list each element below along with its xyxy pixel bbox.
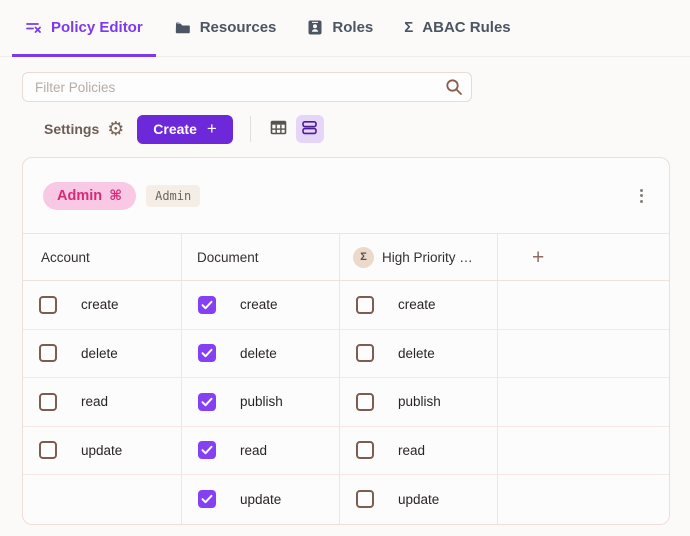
checkbox-checked[interactable] bbox=[198, 441, 216, 460]
permission-cell: read bbox=[23, 378, 182, 426]
empty-cell bbox=[498, 378, 669, 426]
checkbox-checked[interactable] bbox=[198, 490, 216, 509]
column-header-document: Document bbox=[182, 234, 340, 280]
table-header-row: Account Document Σ High Priority … + bbox=[23, 234, 669, 281]
permission-cell: delete bbox=[23, 329, 182, 377]
permission-label: read bbox=[81, 394, 109, 410]
create-button[interactable]: Create + bbox=[137, 114, 233, 144]
tab-abac-rules[interactable]: Σ ABAC Rules bbox=[391, 0, 523, 57]
permission-label: publish bbox=[398, 394, 441, 410]
permission-cell: create bbox=[182, 281, 340, 329]
permission-label: read bbox=[240, 442, 268, 458]
permission-cell: publish bbox=[182, 378, 340, 426]
checkbox-unchecked[interactable] bbox=[356, 392, 374, 411]
table-row: create create create bbox=[23, 281, 669, 330]
table-row: update read read bbox=[23, 426, 669, 475]
tab-roles[interactable]: Roles bbox=[294, 0, 386, 57]
sigma-icon: Σ bbox=[404, 18, 414, 36]
checkbox-unchecked[interactable] bbox=[39, 295, 57, 314]
permission-cell: update bbox=[23, 426, 182, 474]
add-column-button[interactable]: + bbox=[532, 245, 545, 269]
folder-icon bbox=[174, 19, 191, 36]
role-pill[interactable]: Admin ⌘ bbox=[43, 181, 137, 210]
settings-label: Settings bbox=[44, 121, 100, 137]
empty-cell bbox=[498, 475, 669, 524]
tab-label: Roles bbox=[332, 18, 374, 36]
empty-cell bbox=[23, 475, 182, 524]
tab-label: Resources bbox=[199, 18, 277, 36]
search-icon[interactable] bbox=[444, 77, 464, 97]
tab-policy-editor[interactable]: Policy Editor bbox=[12, 0, 156, 57]
column-header-add: + bbox=[498, 234, 669, 280]
gear-icon: ⚙ bbox=[107, 118, 125, 140]
command-icon: ⌘ bbox=[109, 187, 123, 203]
permission-cell: create bbox=[23, 281, 182, 329]
permission-label: create bbox=[398, 297, 436, 313]
table-row: delete delete delete bbox=[23, 329, 669, 378]
create-label: Create bbox=[153, 121, 197, 137]
empty-cell bbox=[498, 281, 669, 329]
tab-bar: Policy Editor Resources Roles Σ ABAC Rul… bbox=[0, 0, 690, 57]
filter-input-wrap bbox=[22, 72, 472, 102]
role-tag: Admin bbox=[146, 184, 201, 207]
permission-label: update bbox=[240, 491, 282, 507]
checkbox-unchecked[interactable] bbox=[356, 441, 374, 460]
permission-label: delete bbox=[81, 345, 118, 361]
permission-cell: delete bbox=[340, 329, 498, 377]
id-badge-icon bbox=[307, 19, 323, 36]
checkbox-unchecked[interactable] bbox=[39, 392, 57, 411]
permission-label: read bbox=[398, 442, 426, 458]
permission-label: delete bbox=[240, 345, 277, 361]
column-header-account: Account bbox=[23, 234, 182, 280]
checkbox-checked[interactable] bbox=[198, 344, 216, 363]
permission-cell: read bbox=[340, 426, 498, 474]
permission-label: publish bbox=[240, 394, 283, 410]
checkbox-unchecked[interactable] bbox=[356, 295, 374, 314]
toolbar-divider bbox=[249, 116, 251, 142]
permission-label: create bbox=[240, 297, 278, 313]
checkbox-checked[interactable] bbox=[198, 392, 216, 411]
table-row: read publish publish bbox=[23, 378, 669, 427]
table-view-toggle[interactable] bbox=[265, 115, 293, 143]
settings-button[interactable]: Settings ⚙ bbox=[44, 120, 124, 139]
checkbox-checked[interactable] bbox=[198, 295, 216, 314]
permission-cell: update bbox=[340, 475, 498, 524]
table-body: create create create delete delete delete read… bbox=[23, 281, 669, 524]
checkbox-unchecked[interactable] bbox=[356, 344, 374, 363]
empty-cell bbox=[498, 427, 669, 475]
checkbox-unchecked[interactable] bbox=[356, 490, 374, 509]
checkbox-unchecked[interactable] bbox=[39, 441, 57, 460]
permission-cell: delete bbox=[182, 329, 340, 377]
permission-label: update bbox=[81, 442, 123, 458]
permission-cell: read bbox=[182, 426, 340, 474]
permission-cell: update bbox=[182, 475, 340, 524]
permission-cell: create bbox=[340, 281, 498, 329]
permission-label: delete bbox=[398, 345, 435, 361]
permission-cell: publish bbox=[340, 378, 498, 426]
rows-icon bbox=[300, 118, 319, 140]
sigma-badge: Σ bbox=[353, 246, 374, 268]
filter-row bbox=[0, 57, 690, 102]
tab-resources[interactable]: Resources bbox=[161, 0, 290, 57]
rows-view-toggle[interactable] bbox=[295, 115, 324, 143]
table-grid-icon bbox=[269, 118, 288, 140]
tab-label: ABAC Rules bbox=[422, 18, 511, 36]
permission-label: update bbox=[398, 491, 440, 507]
permissions-table: Account Document Σ High Priority … + cre… bbox=[23, 234, 669, 524]
permission-label: create bbox=[81, 297, 119, 313]
tab-label: Policy Editor bbox=[51, 18, 143, 36]
policy-card-header: Admin ⌘ Admin bbox=[23, 158, 669, 234]
policy-editor-icon bbox=[25, 19, 42, 36]
policy-card: Admin ⌘ Admin Account Document Σ High Pr… bbox=[22, 157, 670, 525]
filter-policies-input[interactable] bbox=[22, 72, 472, 102]
kebab-menu-icon[interactable] bbox=[634, 183, 649, 209]
checkbox-unchecked[interactable] bbox=[39, 344, 57, 363]
table-row: update update bbox=[23, 475, 669, 524]
empty-cell bbox=[498, 330, 669, 378]
column-header-high-priority: Σ High Priority … bbox=[340, 234, 498, 280]
toolbar: Settings ⚙ Create + bbox=[0, 102, 690, 144]
role-name: Admin bbox=[57, 187, 103, 204]
plus-icon: + bbox=[206, 119, 217, 138]
